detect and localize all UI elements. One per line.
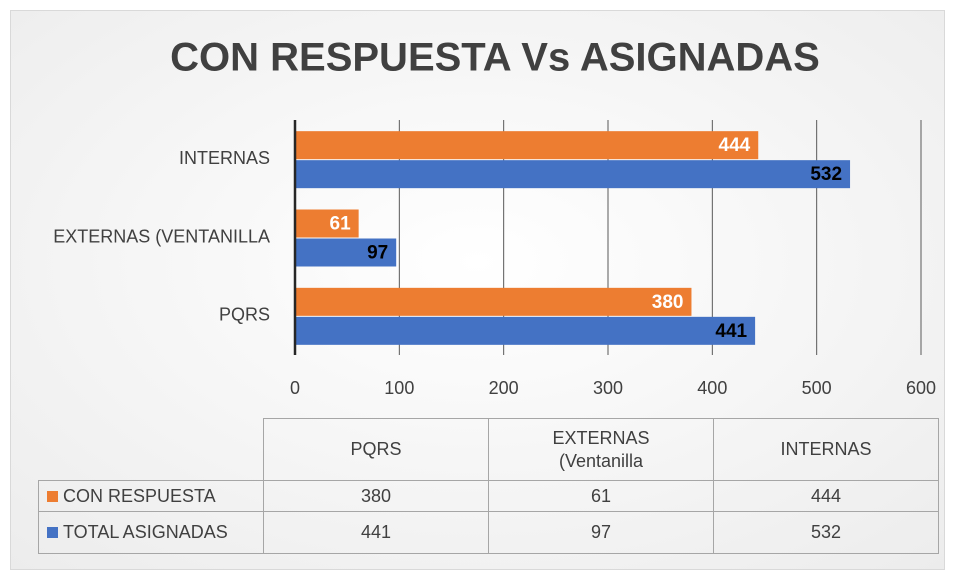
y-tick-label: PQRS: [219, 305, 270, 325]
data-label: 380: [652, 292, 684, 313]
x-tick-label: 600: [906, 378, 936, 398]
table-header: INTERNAS: [713, 418, 939, 481]
cell-value: 532: [810, 522, 842, 543]
x-tick-label: 0: [290, 378, 300, 398]
x-tick-label: 100: [384, 378, 414, 398]
chart-title: CON RESPUESTA Vs ASIGNADAS: [170, 36, 820, 80]
data-label: 444: [719, 135, 751, 156]
table-header: PQRS: [263, 418, 489, 481]
table-cell: 97: [488, 511, 714, 554]
x-tick-label: 500: [802, 378, 832, 398]
x-tick-label: 200: [489, 378, 519, 398]
table-header: EXTERNAS (Ventanilla: [488, 418, 714, 481]
header-text: PQRS: [350, 439, 402, 460]
legend-cell: TOTAL ASIGNADAS: [38, 511, 264, 554]
x-tick-label: 300: [593, 378, 623, 398]
bar: [295, 209, 359, 238]
y-tick-label: EXTERNAS (VENTANILLA: [53, 226, 270, 246]
header-text: INTERNAS: [780, 439, 872, 460]
bar: [295, 160, 851, 189]
table-cell: 61: [488, 480, 714, 512]
data-label: 97: [367, 243, 388, 264]
table-cell: 380: [263, 480, 489, 512]
table-cell: 532: [713, 511, 939, 554]
bar: [295, 238, 397, 267]
data-label: 532: [810, 164, 842, 185]
bar: [295, 316, 756, 345]
data-label: 441: [715, 321, 747, 342]
cell-value: 61: [590, 485, 612, 506]
table-cell: 444: [713, 480, 939, 512]
legend-label: TOTAL ASIGNADAS: [63, 522, 228, 543]
cell-value: 380: [360, 485, 392, 506]
x-tick-label: 400: [697, 378, 727, 398]
cell-value: 441: [360, 522, 392, 543]
legend-cell: CON RESPUESTA: [38, 480, 264, 512]
bar: [295, 131, 759, 160]
cell-value: 444: [810, 485, 842, 506]
legend-swatch: [47, 527, 58, 538]
legend-swatch: [47, 490, 58, 502]
header-text: EXTERNAS (Ventanilla: [552, 428, 650, 471]
bar: [295, 287, 692, 316]
legend-label: CON RESPUESTA: [63, 485, 216, 506]
table-cell: 441: [263, 511, 489, 554]
y-tick-label: INTERNAS: [179, 148, 270, 168]
data-label: 61: [330, 214, 352, 235]
cell-value: 97: [590, 522, 612, 543]
